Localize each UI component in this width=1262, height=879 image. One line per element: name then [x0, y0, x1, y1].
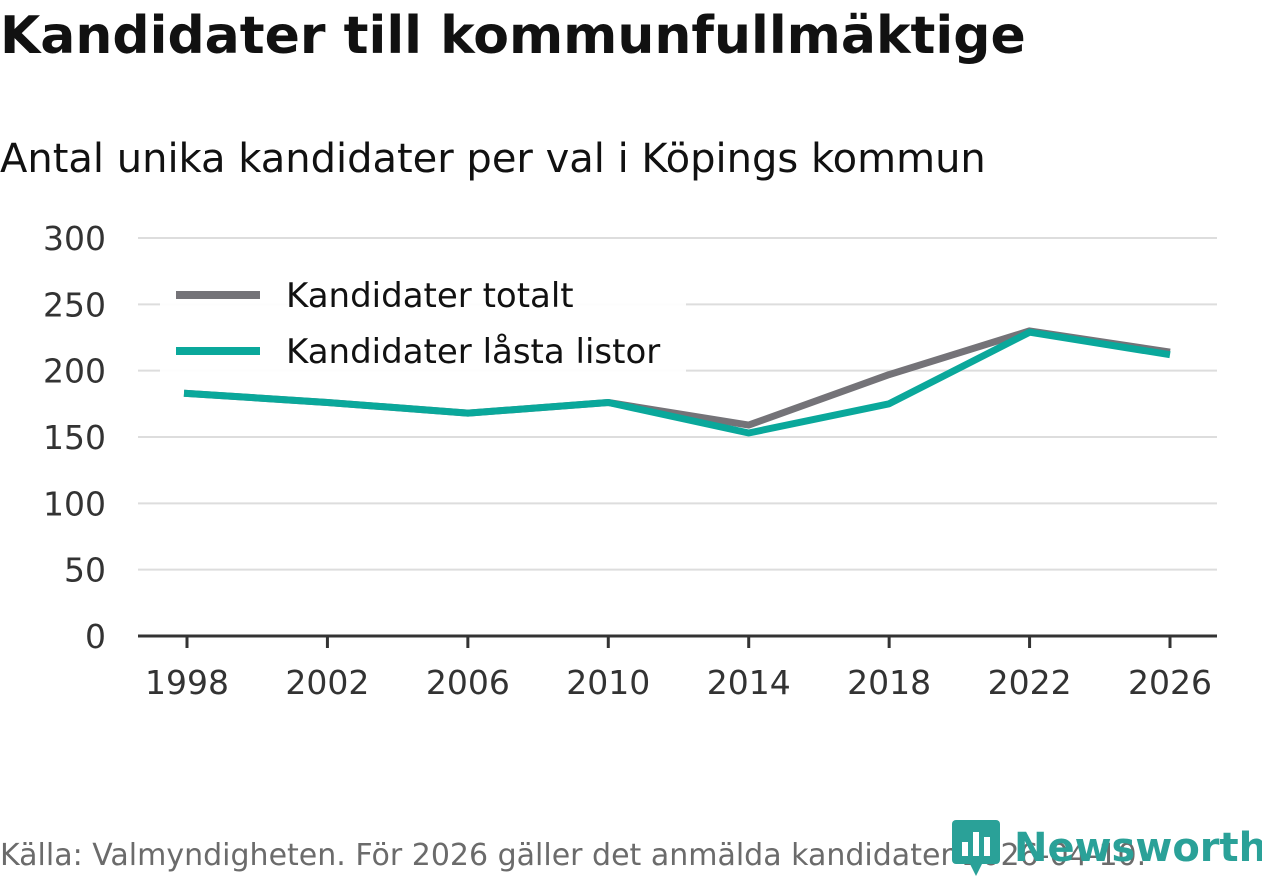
x-tick-label-2026: 2026 [1128, 663, 1212, 702]
y-tick-label-100: 100 [43, 484, 106, 523]
series-lines [183, 327, 1171, 437]
legend-label-1: Kandidater låsta listor [286, 332, 660, 372]
y-tick-label-300: 300 [43, 219, 106, 258]
brand-logo: Newsworthy [952, 820, 1262, 876]
x-tick-label-2014: 2014 [707, 663, 791, 702]
y-tick-label-150: 150 [43, 418, 106, 457]
y-tick-label-200: 200 [43, 352, 106, 391]
legend-background [160, 268, 686, 376]
x-axis: 1998 2002 2006 2010 2014 2018 2022 2026 [138, 634, 1217, 702]
x-tick-label-2006: 2006 [426, 663, 510, 702]
y-tick-label-50: 50 [64, 551, 106, 590]
x-tick-label-2018: 2018 [847, 663, 931, 702]
series-line-kandidater-lasta-listor [183, 328, 1171, 437]
x-tick-label-1998: 1998 [145, 663, 229, 702]
y-tick-label-250: 250 [43, 285, 106, 324]
y-tick-label-0: 0 [85, 617, 106, 656]
legend: Kandidater totalt Kandidater låsta listor [160, 268, 686, 376]
x-tick-label-2010: 2010 [566, 663, 650, 702]
chart-subtitle: Antal unika kandidater per val i Köpings… [0, 136, 986, 182]
y-axis: 0 50 100 150 200 250 300 [43, 219, 106, 656]
x-tick-label-2002: 2002 [285, 663, 369, 702]
brand-name: Newsworthy [1014, 825, 1262, 871]
newsworthy-logo-icon [952, 820, 1000, 876]
legend-label-0: Kandidater totalt [286, 276, 574, 316]
chart-title: Kandidater till kommunfullmäktige [0, 6, 1026, 66]
x-tick-label-2022: 2022 [988, 663, 1072, 702]
